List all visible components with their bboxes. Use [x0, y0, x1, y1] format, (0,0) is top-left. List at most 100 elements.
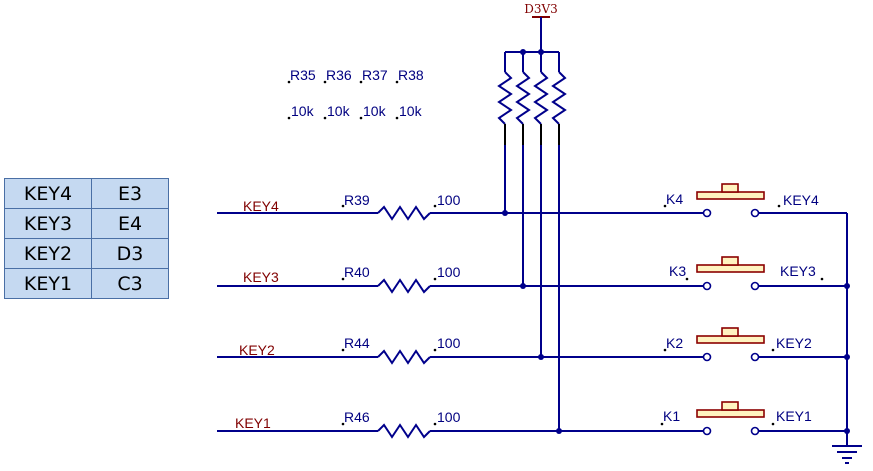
net-label-left: KEY1	[235, 415, 271, 431]
pin-dot	[359, 116, 363, 120]
button-bar	[696, 409, 765, 418]
resistor-zigzag	[377, 423, 431, 439]
pin-dot	[433, 422, 437, 426]
button-cap	[721, 183, 739, 193]
switch-contact	[702, 208, 712, 218]
pullup-value: 10k	[363, 103, 387, 119]
resistor-value: 100	[437, 192, 461, 208]
resistor-zigzag	[377, 278, 431, 294]
pullup-designator: R35	[290, 67, 316, 83]
switch-contact	[750, 352, 760, 362]
resistor-designator: R39	[344, 192, 370, 208]
resistor-zigzag	[497, 71, 513, 125]
resistor-zigzag	[551, 71, 567, 125]
button-cap	[721, 327, 739, 337]
pin-dot	[341, 204, 345, 208]
resistor-zigzag	[515, 71, 531, 125]
resistor-zigzag	[377, 205, 431, 221]
pin-dot	[287, 116, 291, 120]
table-cell-key: KEY3	[4, 208, 92, 239]
pullup-designator: R38	[398, 67, 424, 83]
key-line-2: KEY2 R44 100 K2 KEY2	[217, 327, 850, 365]
pullup-resistor	[533, 52, 549, 357]
resistor-zigzag	[533, 71, 549, 125]
button-bar	[696, 191, 765, 200]
junction-dot	[538, 354, 544, 360]
key-line-1: KEY1 R46 100 K1 KEY1	[217, 401, 850, 439]
switch-contact	[750, 281, 760, 291]
pin-dot	[359, 80, 363, 84]
pin-dot	[433, 348, 437, 352]
table-row: KEY3 E4	[4, 208, 169, 239]
pin-dot	[685, 277, 689, 281]
table-row: KEY2 D3	[4, 238, 169, 269]
net-label-right: KEY1	[776, 408, 812, 424]
net-label-right: KEY2	[776, 335, 812, 351]
pullup-resistor	[497, 52, 513, 213]
pullup-value: 10k	[327, 103, 351, 119]
net-label-left: KEY3	[243, 269, 279, 285]
pin-dot	[777, 204, 781, 208]
pin-dot	[395, 80, 399, 84]
button-cap	[721, 256, 739, 266]
switch-designator: K1	[663, 408, 680, 424]
switch-designator: K2	[666, 335, 683, 351]
pullup-value: 10k	[291, 103, 315, 119]
button-bar	[696, 264, 765, 273]
net-label-right: KEY3	[780, 263, 816, 279]
table-row: KEY1 C3	[4, 268, 169, 299]
net-label-left: KEY4	[243, 198, 279, 214]
resistor-designator: R40	[344, 264, 370, 280]
pin-dot	[660, 422, 664, 426]
resistor-value: 100	[437, 409, 461, 425]
pullup-value: 10k	[399, 103, 423, 119]
switch-contact	[750, 208, 760, 218]
pin-dot	[771, 348, 775, 352]
switch-designator: K4	[666, 191, 683, 207]
pin-dot	[341, 348, 345, 352]
switch-contact	[702, 281, 712, 291]
resistor-value: 100	[437, 335, 461, 351]
pin-dot	[820, 277, 824, 281]
switch-contact	[750, 426, 760, 436]
pin-dot	[433, 277, 437, 281]
pin-dot	[433, 204, 437, 208]
switch-contact	[702, 352, 712, 362]
power-label: D3V3	[524, 2, 558, 16]
junction-dot	[502, 210, 508, 216]
button-bar	[696, 335, 765, 344]
pullup-resistor	[515, 52, 531, 286]
resistor-zigzag	[377, 349, 431, 365]
junction-dot	[520, 283, 526, 289]
pullup-designator: R37	[362, 67, 388, 83]
junction-dot	[556, 428, 562, 434]
table-cell-pin: D3	[91, 238, 169, 269]
ground-symbol	[832, 213, 862, 464]
pin-dot	[663, 204, 667, 208]
pin-mapping-table: KEY4 E3 KEY3 E4 KEY2 D3 KEY1 C3	[4, 178, 169, 299]
net-label-right: KEY4	[783, 192, 819, 208]
pin-dot	[323, 80, 327, 84]
resistor-value: 100	[437, 264, 461, 280]
table-cell-pin: C3	[91, 268, 169, 299]
pin-dot	[341, 422, 345, 426]
key-line-3: KEY3 R40 100 K3 KEY3	[217, 256, 850, 294]
pullup-resistor	[551, 52, 567, 431]
net-label-left: KEY2	[239, 342, 275, 358]
pullup-labels: R35 R36 R37 R38 10k 10k 10k 10k	[287, 67, 424, 120]
key-line-4: KEY4 R39 100 K4 KEY4	[217, 183, 847, 221]
pin-dot	[287, 80, 291, 84]
pin-dot	[341, 277, 345, 281]
pin-dot	[771, 422, 775, 426]
resistor-designator: R44	[344, 335, 370, 351]
resistor-designator: R46	[344, 409, 370, 425]
pin-dot	[395, 116, 399, 120]
schematic-sheet	[208, 0, 864, 471]
switch-contact	[702, 426, 712, 436]
pin-dot	[663, 348, 667, 352]
pullup-designator: R36	[326, 67, 352, 83]
switch-designator: K3	[669, 263, 686, 279]
pin-dot	[323, 116, 327, 120]
button-cap	[721, 401, 739, 411]
